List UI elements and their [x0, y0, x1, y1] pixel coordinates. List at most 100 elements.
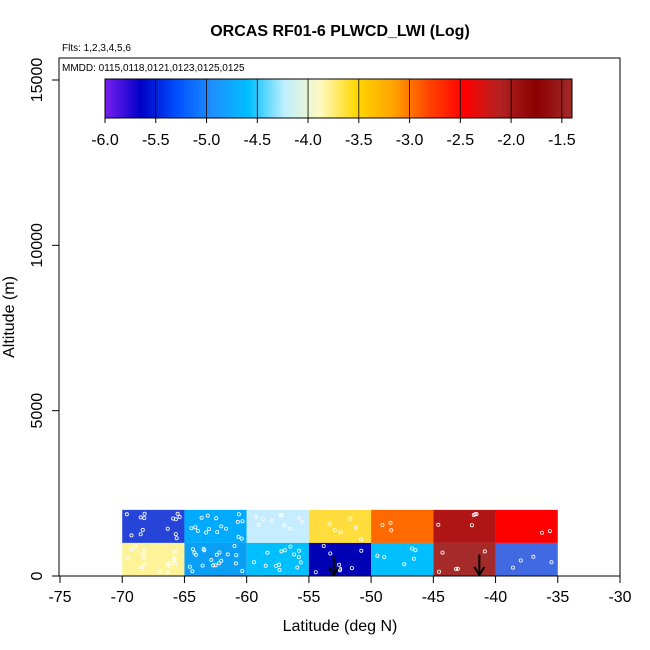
x-tick-label: -50: [360, 589, 383, 606]
colorbar-tick-label: -2.5: [447, 132, 475, 149]
sample-point: [214, 552, 219, 557]
y-tick-label: 10000: [29, 223, 46, 268]
x-tick-label: -45: [422, 589, 445, 606]
sample-point: [174, 536, 179, 541]
sample-point: [199, 515, 204, 520]
sample-point: [328, 551, 333, 556]
sample-point: [482, 549, 487, 554]
sample-point: [358, 537, 363, 542]
sample-point: [251, 560, 256, 565]
sample-point: [165, 526, 170, 531]
sample-point: [240, 569, 245, 574]
sample-point: [189, 526, 194, 531]
sample-point: [219, 558, 224, 563]
heatmap-cell: [371, 542, 434, 576]
y-tick-label: 15000: [29, 58, 46, 103]
sample-point: [213, 563, 218, 568]
sample-point: [142, 562, 147, 567]
sample-point: [125, 556, 130, 561]
sample-point: [177, 514, 182, 519]
sample-point: [173, 550, 178, 555]
sample-points: [124, 511, 554, 575]
colorbar: -6.0 -5.5 -5.0 -4.5 -4.0 -3.5 -3.0 -2.5 -2.0 -1.5: [91, 78, 576, 149]
sample-point: [531, 554, 536, 559]
sample-point: [277, 568, 282, 573]
sample-point: [175, 511, 180, 516]
sample-point: [256, 522, 261, 527]
sample-point: [409, 546, 414, 551]
sample-point: [124, 512, 129, 517]
sample-point: [138, 515, 143, 520]
sample-point: [214, 516, 219, 521]
y-axis-label: Altitude (m): [1, 276, 18, 358]
sample-point: [455, 566, 460, 571]
heatmap-cell: [184, 542, 247, 576]
sample-point: [235, 519, 240, 524]
sample-point: [240, 519, 245, 524]
heatmap-cell: [308, 542, 372, 576]
sample-point: [382, 555, 387, 560]
sample-point: [211, 563, 216, 568]
sample-point: [165, 570, 170, 575]
dates-subtitle: MMDD: 0115,0118,0121,0123,0125,0125: [62, 63, 245, 74]
sample-point: [436, 522, 441, 527]
heatmap-cell: [371, 509, 434, 543]
sample-point: [388, 520, 393, 525]
sample-point: [234, 553, 239, 558]
plot-frame: [58, 57, 621, 577]
sample-point: [288, 526, 293, 531]
sample-point: [209, 558, 214, 563]
sample-point: [132, 544, 137, 549]
sample-point: [138, 532, 143, 537]
sample-point: [201, 546, 206, 551]
x-tick-label: -30: [608, 589, 631, 606]
sample-point: [140, 551, 145, 556]
sample-point: [454, 567, 459, 572]
sample-point: [263, 563, 268, 568]
sample-point: [195, 528, 200, 533]
heatmap-cell: [433, 509, 496, 543]
arrow-head: [473, 566, 486, 577]
sample-point: [165, 562, 170, 567]
sample-point: [296, 548, 301, 553]
sample-point: [236, 534, 241, 539]
sample-point: [299, 519, 304, 524]
sample-point: [142, 555, 147, 560]
sample-point: [253, 514, 258, 519]
sample-point: [232, 544, 237, 549]
x-tick-label: -70: [111, 589, 134, 606]
sample-point: [297, 515, 302, 520]
chart-title: ORCAS RF01-6 PLWCD_LWI (Log): [210, 23, 470, 40]
heatmap-cell: [184, 509, 247, 543]
sample-point: [233, 561, 238, 566]
colorbar-tick-label: -5.0: [193, 132, 221, 149]
sample-point: [337, 562, 342, 567]
y-axis: 0 5000 10000 15000: [29, 58, 59, 580]
sample-point: [348, 516, 353, 521]
sample-point: [332, 528, 337, 533]
sample-point: [327, 522, 332, 527]
sample-point: [338, 530, 343, 535]
sample-point: [172, 561, 177, 566]
sample-point: [540, 530, 545, 535]
sample-point: [217, 561, 222, 566]
sample-point: [142, 516, 147, 521]
colorbar-tick-label: -6.0: [91, 132, 119, 149]
sample-point: [413, 548, 418, 553]
y-tick-label: 0: [29, 571, 46, 580]
x-axis: -75 -70 -65 -60 -55 -50 -45 -40 -35 -30: [48, 576, 632, 606]
sample-point: [282, 548, 287, 553]
colorbar-tick-label: -4.5: [243, 132, 271, 149]
sample-point: [402, 562, 407, 567]
arrows: [327, 554, 486, 577]
sample-point: [298, 560, 303, 565]
sample-point: [436, 569, 441, 574]
x-tick-label: -60: [235, 589, 258, 606]
sample-point: [190, 547, 195, 552]
sample-point: [193, 525, 198, 530]
sample-point: [270, 518, 275, 523]
heatmap-cell: [246, 542, 309, 576]
sample-point: [142, 548, 147, 553]
colorbar-tick-label: -1.5: [548, 132, 576, 149]
sample-point: [129, 533, 134, 538]
